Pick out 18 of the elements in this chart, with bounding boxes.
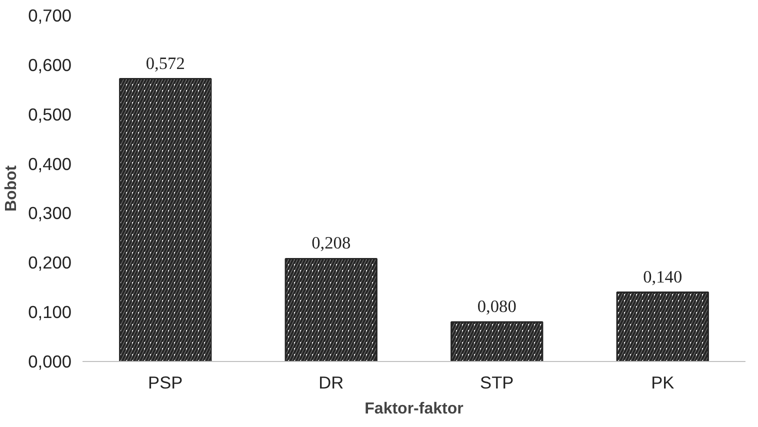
y-tick-label: 0,200 [28, 252, 72, 273]
x-tick-label: PSP [148, 372, 183, 392]
y-axis-title: Bobot [3, 164, 20, 212]
data-label: 0,208 [312, 234, 351, 253]
x-tick-label: DR [318, 372, 344, 392]
y-tick-label: 0,100 [28, 302, 72, 322]
y-tick-label: 0,400 [28, 154, 72, 174]
data-label: 0,080 [477, 296, 516, 316]
y-tick-label: 0,300 [28, 203, 72, 224]
y-tick-label: 0,700 [28, 6, 72, 26]
x-axis-title: Faktor-faktor [364, 400, 464, 418]
y-tick-label: 0,600 [28, 54, 72, 75]
data-label: 0,572 [146, 54, 185, 73]
y-tick-label: 0,500 [28, 104, 72, 124]
y-tick-label: 0,000 [28, 352, 72, 372]
x-tick-label: STP [480, 372, 514, 392]
data-label: 0,140 [643, 267, 682, 286]
x-tick-label: PK [651, 372, 675, 392]
